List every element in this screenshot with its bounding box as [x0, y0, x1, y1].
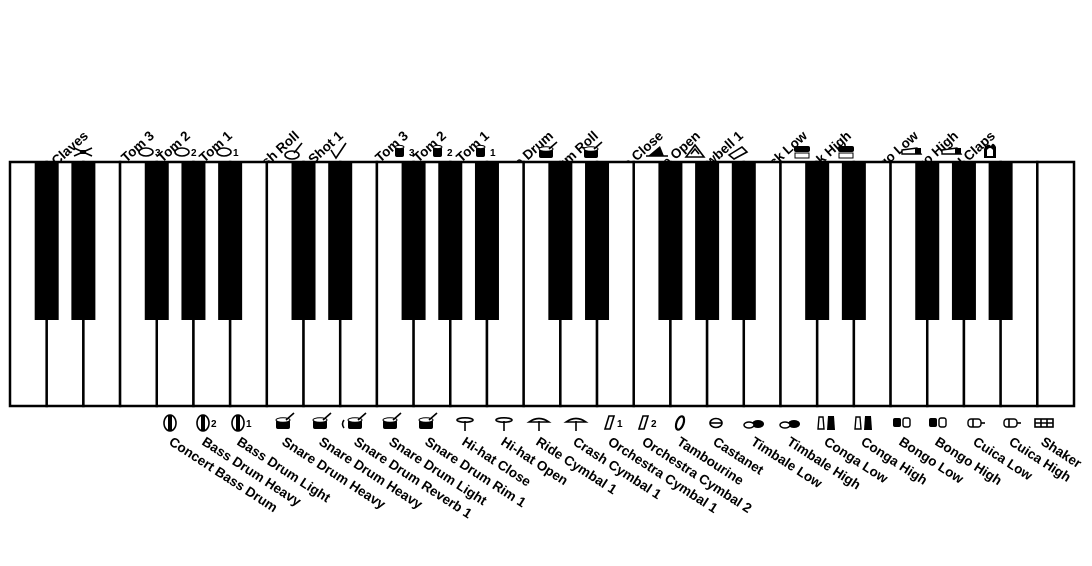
shaker-icon — [1034, 418, 1054, 428]
black-key — [841, 162, 866, 320]
orchestra-cymbal-icon: 2 — [637, 415, 657, 430]
bottom-icons: 2 1 1 2 — [163, 412, 1054, 432]
black-key — [731, 162, 756, 320]
black-key — [548, 162, 573, 320]
castanet-icon — [709, 417, 723, 429]
wood-block-icon — [794, 146, 810, 159]
bass-drum-icon: 2 — [196, 414, 217, 432]
black-key — [474, 162, 499, 320]
tambourine-icon — [674, 415, 686, 431]
synth-tom-icon: 2 — [174, 147, 197, 159]
black-key — [291, 162, 316, 320]
synth-tom-icon: 1 — [216, 147, 239, 159]
snare-drum-icon — [382, 412, 402, 429]
icon-number: 1 — [617, 419, 623, 430]
bongo-icon — [893, 417, 911, 428]
white-key — [1036, 160, 1076, 408]
icon-number: 2 — [651, 419, 657, 430]
black-key — [988, 162, 1013, 320]
bass-drum-icon — [163, 414, 177, 432]
top-instrument-label: Tom 1 — [453, 128, 492, 165]
orchestra-cymbal-icon: 1 — [603, 415, 623, 430]
snare-drum-icon — [583, 141, 603, 158]
agogo-icon — [941, 147, 963, 155]
black-key — [585, 162, 610, 320]
crash-cymbal-icon — [563, 417, 589, 431]
black-key — [218, 162, 243, 320]
timbale-icon — [779, 420, 800, 429]
agogo-icon — [901, 147, 923, 155]
black-key — [401, 162, 426, 320]
top-icons: 3 2 1 3 2 1 — [73, 141, 996, 160]
triangle-close-icon — [646, 146, 668, 157]
white-keys — [8, 160, 1076, 408]
black-keys — [34, 162, 1013, 320]
snare-drum-icon — [538, 141, 558, 158]
tom-icon: 1 — [475, 144, 496, 159]
black-key — [328, 162, 353, 320]
hihat-icon — [456, 417, 474, 431]
black-key — [144, 162, 169, 320]
top-instrument-label: Tom 3 — [372, 128, 411, 165]
bongo-icon — [929, 417, 947, 428]
wood-block-icon — [838, 146, 854, 159]
black-key — [695, 162, 720, 320]
snare-drum-icon — [275, 412, 295, 429]
icon-number: 2 — [191, 148, 197, 159]
black-key — [951, 162, 976, 320]
black-key — [181, 162, 206, 320]
black-key — [71, 162, 96, 320]
hand-claps-icon — [984, 143, 996, 158]
black-key — [34, 162, 59, 320]
black-key — [915, 162, 940, 320]
cuica-icon — [967, 418, 985, 428]
bass-drum-icon: 1 — [231, 414, 252, 432]
claves-icon — [73, 147, 93, 157]
snare-brush-icon — [284, 142, 303, 160]
piano-keyboard — [8, 160, 1076, 408]
conga-icon — [854, 416, 872, 430]
snare-reverb-icon — [341, 412, 367, 429]
cowbell-icon — [727, 145, 749, 160]
icon-number: 3 — [155, 148, 161, 159]
icon-number: 1 — [233, 148, 239, 159]
cuica-icon — [1003, 418, 1021, 428]
black-key — [438, 162, 463, 320]
icon-number: 2 — [211, 419, 217, 430]
ride-cymbal-icon — [526, 417, 552, 431]
synth-tom-icon: 3 — [138, 147, 161, 159]
timbale-icon — [743, 420, 764, 429]
conga-icon — [817, 416, 835, 430]
hihat-icon — [495, 417, 513, 431]
tom-icon: 3 — [394, 144, 415, 159]
black-key — [805, 162, 830, 320]
top-instrument-label: Tom 2 — [410, 128, 449, 165]
icon-number: 1 — [490, 148, 496, 159]
triangle-open-icon — [684, 143, 706, 158]
snare-drum-icon — [312, 412, 332, 429]
brush-shot-icon — [330, 142, 347, 160]
icon-number: 3 — [409, 148, 415, 159]
snare-rim-icon — [418, 412, 438, 429]
tom-icon: 2 — [432, 144, 453, 159]
black-key — [658, 162, 683, 320]
icon-number: 1 — [246, 419, 252, 430]
icon-number: 2 — [447, 148, 453, 159]
